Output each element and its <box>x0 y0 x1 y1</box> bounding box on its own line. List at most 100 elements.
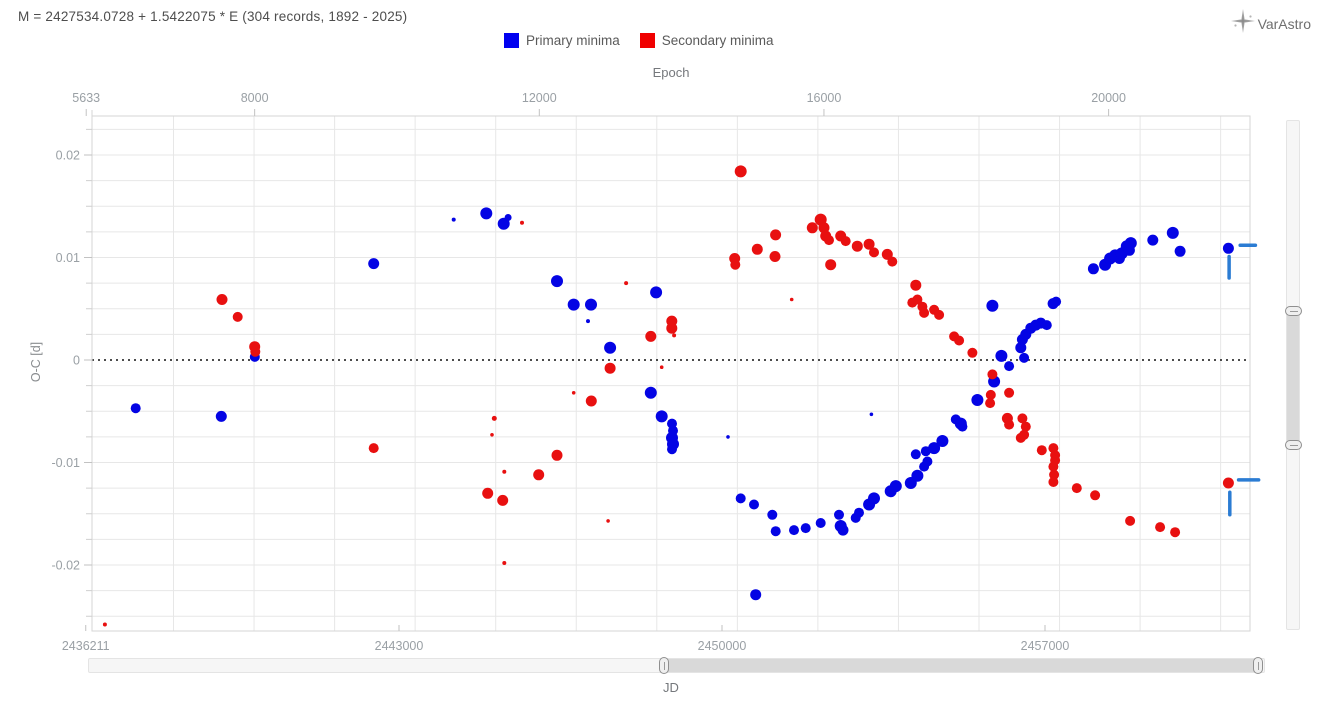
data-point-secondary[interactable] <box>1019 429 1030 440</box>
data-point-primary[interactable] <box>995 349 1008 362</box>
data-point-secondary[interactable] <box>672 333 677 338</box>
data-point-secondary[interactable] <box>645 330 657 342</box>
data-point-secondary[interactable] <box>490 433 494 437</box>
data-point-primary[interactable] <box>889 480 902 493</box>
data-point-secondary[interactable] <box>769 251 781 262</box>
data-point-secondary[interactable] <box>1004 419 1015 430</box>
data-point-primary[interactable] <box>1041 320 1052 331</box>
data-point-secondary[interactable] <box>1125 515 1136 526</box>
data-point-primary[interactable] <box>936 435 949 447</box>
data-point-secondary[interactable] <box>491 415 497 421</box>
data-point-secondary[interactable] <box>985 398 996 409</box>
data-point-secondary[interactable] <box>934 309 945 320</box>
data-point-primary[interactable] <box>815 518 826 528</box>
oc-zoom-scrollbar[interactable] <box>1286 120 1300 630</box>
data-point-secondary[interactable] <box>824 235 834 246</box>
data-point-secondary[interactable] <box>368 443 379 454</box>
data-point-primary[interactable] <box>604 341 617 354</box>
oc-zoom-selected-range[interactable] <box>1287 312 1299 446</box>
data-point-primary[interactable] <box>480 207 493 220</box>
data-point-secondary[interactable] <box>789 297 794 302</box>
data-point-secondary[interactable] <box>919 307 930 318</box>
data-point-primary[interactable] <box>586 319 590 324</box>
data-point-primary[interactable] <box>986 299 999 312</box>
data-point-secondary[interactable] <box>1048 461 1059 472</box>
data-point-secondary[interactable] <box>1017 413 1028 424</box>
data-point-primary[interactable] <box>1147 234 1159 246</box>
data-point-secondary[interactable] <box>910 279 922 291</box>
data-point-secondary[interactable] <box>1048 477 1059 487</box>
data-point-primary[interactable] <box>854 507 864 518</box>
data-point-secondary[interactable] <box>606 519 610 523</box>
data-point-secondary[interactable] <box>912 294 923 305</box>
data-point-primary[interactable] <box>567 298 580 311</box>
data-point-primary[interactable] <box>368 258 380 270</box>
data-point-primary[interactable] <box>130 403 141 414</box>
data-point-primary[interactable] <box>922 456 933 467</box>
data-point-secondary[interactable] <box>734 165 747 178</box>
data-point-primary[interactable] <box>1166 226 1179 239</box>
data-point-secondary[interactable] <box>659 365 664 370</box>
data-point-secondary[interactable] <box>887 256 898 267</box>
data-point-primary[interactable] <box>667 444 677 455</box>
data-point-secondary[interactable] <box>666 322 678 334</box>
data-point-secondary[interactable] <box>1071 483 1082 494</box>
jd-zoom-handle-left[interactable] <box>659 657 669 674</box>
oc-zoom-handle-top[interactable] <box>1285 306 1302 316</box>
data-point-primary[interactable] <box>971 394 984 406</box>
data-point-secondary[interactable] <box>1049 469 1060 480</box>
legend-item-primary[interactable]: Primary minima <box>504 33 620 48</box>
data-point-primary[interactable] <box>585 298 597 311</box>
data-point-secondary[interactable] <box>863 238 875 250</box>
data-point-primary[interactable] <box>644 386 657 399</box>
jd-zoom-selected-range[interactable] <box>665 659 1259 672</box>
data-point-secondary[interactable] <box>954 335 965 346</box>
data-point-primary[interactable] <box>837 524 849 536</box>
data-point-secondary[interactable] <box>1020 421 1031 432</box>
data-point-secondary[interactable] <box>502 469 507 474</box>
data-point-secondary[interactable] <box>551 449 563 461</box>
data-point-secondary[interactable] <box>1170 527 1181 538</box>
data-point-primary[interactable] <box>735 493 746 504</box>
data-point-primary[interactable] <box>767 509 778 520</box>
varastro-logo[interactable]: VarAstro <box>1230 8 1311 39</box>
data-point-secondary[interactable] <box>751 243 763 255</box>
data-point-primary[interactable] <box>650 286 663 299</box>
data-point-secondary[interactable] <box>102 622 107 627</box>
data-point-primary[interactable] <box>910 449 921 460</box>
data-point-primary[interactable] <box>868 492 880 505</box>
data-point-secondary[interactable] <box>232 311 243 322</box>
data-point-primary[interactable] <box>800 523 811 534</box>
data-point-primary[interactable] <box>1174 245 1186 257</box>
data-point-primary[interactable] <box>834 509 844 520</box>
data-point-primary[interactable] <box>1004 361 1015 372</box>
data-point-primary[interactable] <box>911 469 924 482</box>
data-point-primary[interactable] <box>1051 296 1062 307</box>
data-point-secondary[interactable] <box>482 487 494 499</box>
data-point-secondary[interactable] <box>770 229 782 241</box>
data-point-secondary[interactable] <box>624 281 629 286</box>
data-point-secondary[interactable] <box>869 247 879 258</box>
data-point-secondary[interactable] <box>987 369 998 380</box>
data-point-secondary[interactable] <box>533 469 545 481</box>
data-point-primary[interactable] <box>1222 242 1234 254</box>
data-point-primary[interactable] <box>770 526 781 537</box>
data-point-secondary[interactable] <box>216 294 228 305</box>
data-point-primary[interactable] <box>451 217 456 222</box>
data-point-secondary[interactable] <box>497 494 509 506</box>
data-point-secondary[interactable] <box>1090 490 1101 501</box>
jd-zoom-handle-right[interactable] <box>1253 657 1263 674</box>
data-point-primary[interactable] <box>869 412 874 417</box>
data-point-primary[interactable] <box>655 410 668 423</box>
data-point-primary[interactable] <box>750 589 762 601</box>
data-point-secondary[interactable] <box>571 391 576 395</box>
data-point-secondary[interactable] <box>604 362 616 374</box>
data-point-secondary[interactable] <box>967 347 978 358</box>
data-point-primary[interactable] <box>957 421 968 432</box>
data-point-primary[interactable] <box>749 499 759 510</box>
data-point-secondary[interactable] <box>985 389 996 400</box>
data-point-primary[interactable] <box>1087 263 1099 275</box>
data-point-secondary[interactable] <box>851 240 863 252</box>
data-point-secondary[interactable] <box>840 236 851 247</box>
